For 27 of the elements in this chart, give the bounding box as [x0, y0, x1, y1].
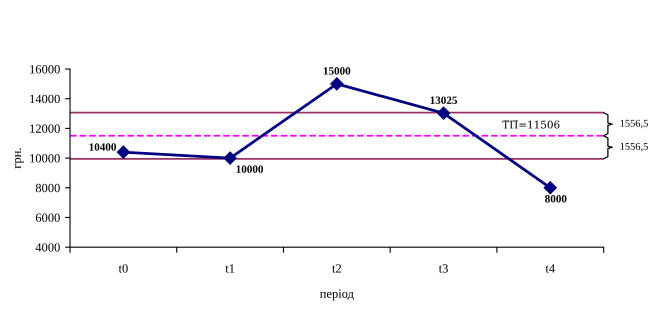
point [224, 152, 237, 165]
x-tick-label: t4 [546, 264, 555, 273]
point [116, 146, 130, 159]
data-label: 10400 [90, 143, 116, 151]
y-tick-label: 8000 [36, 184, 60, 192]
x-tick-label: t1 [225, 264, 234, 273]
x-tick-label: t2 [332, 264, 342, 273]
y-tick-label: 12000 [30, 124, 60, 133]
data-label: 10000 [236, 165, 264, 173]
data-label: 13025 [430, 96, 458, 104]
x-tick-label: t0 [118, 264, 128, 273]
y-tick-label: 6000 [36, 214, 60, 222]
y-tick-label: 10000 [30, 154, 60, 163]
ref-line-label: Т̅П̅=11506 [502, 120, 560, 129]
point [436, 106, 450, 120]
x-axis-title: період [320, 289, 354, 300]
y-tick-label: 4000 [36, 243, 60, 252]
data-label: 15000 [324, 67, 350, 75]
x-tick-label: t3 [438, 264, 448, 273]
data-label: 8000 [545, 195, 567, 203]
y-tick-label: 14000 [30, 94, 60, 104]
point [330, 77, 344, 90]
text: 1556,5 [620, 120, 648, 128]
y-tick-label: 16000 [30, 65, 60, 74]
point [544, 181, 557, 194]
y-axis-title: грн. [14, 148, 24, 168]
text: 1556,5 [620, 142, 648, 152]
